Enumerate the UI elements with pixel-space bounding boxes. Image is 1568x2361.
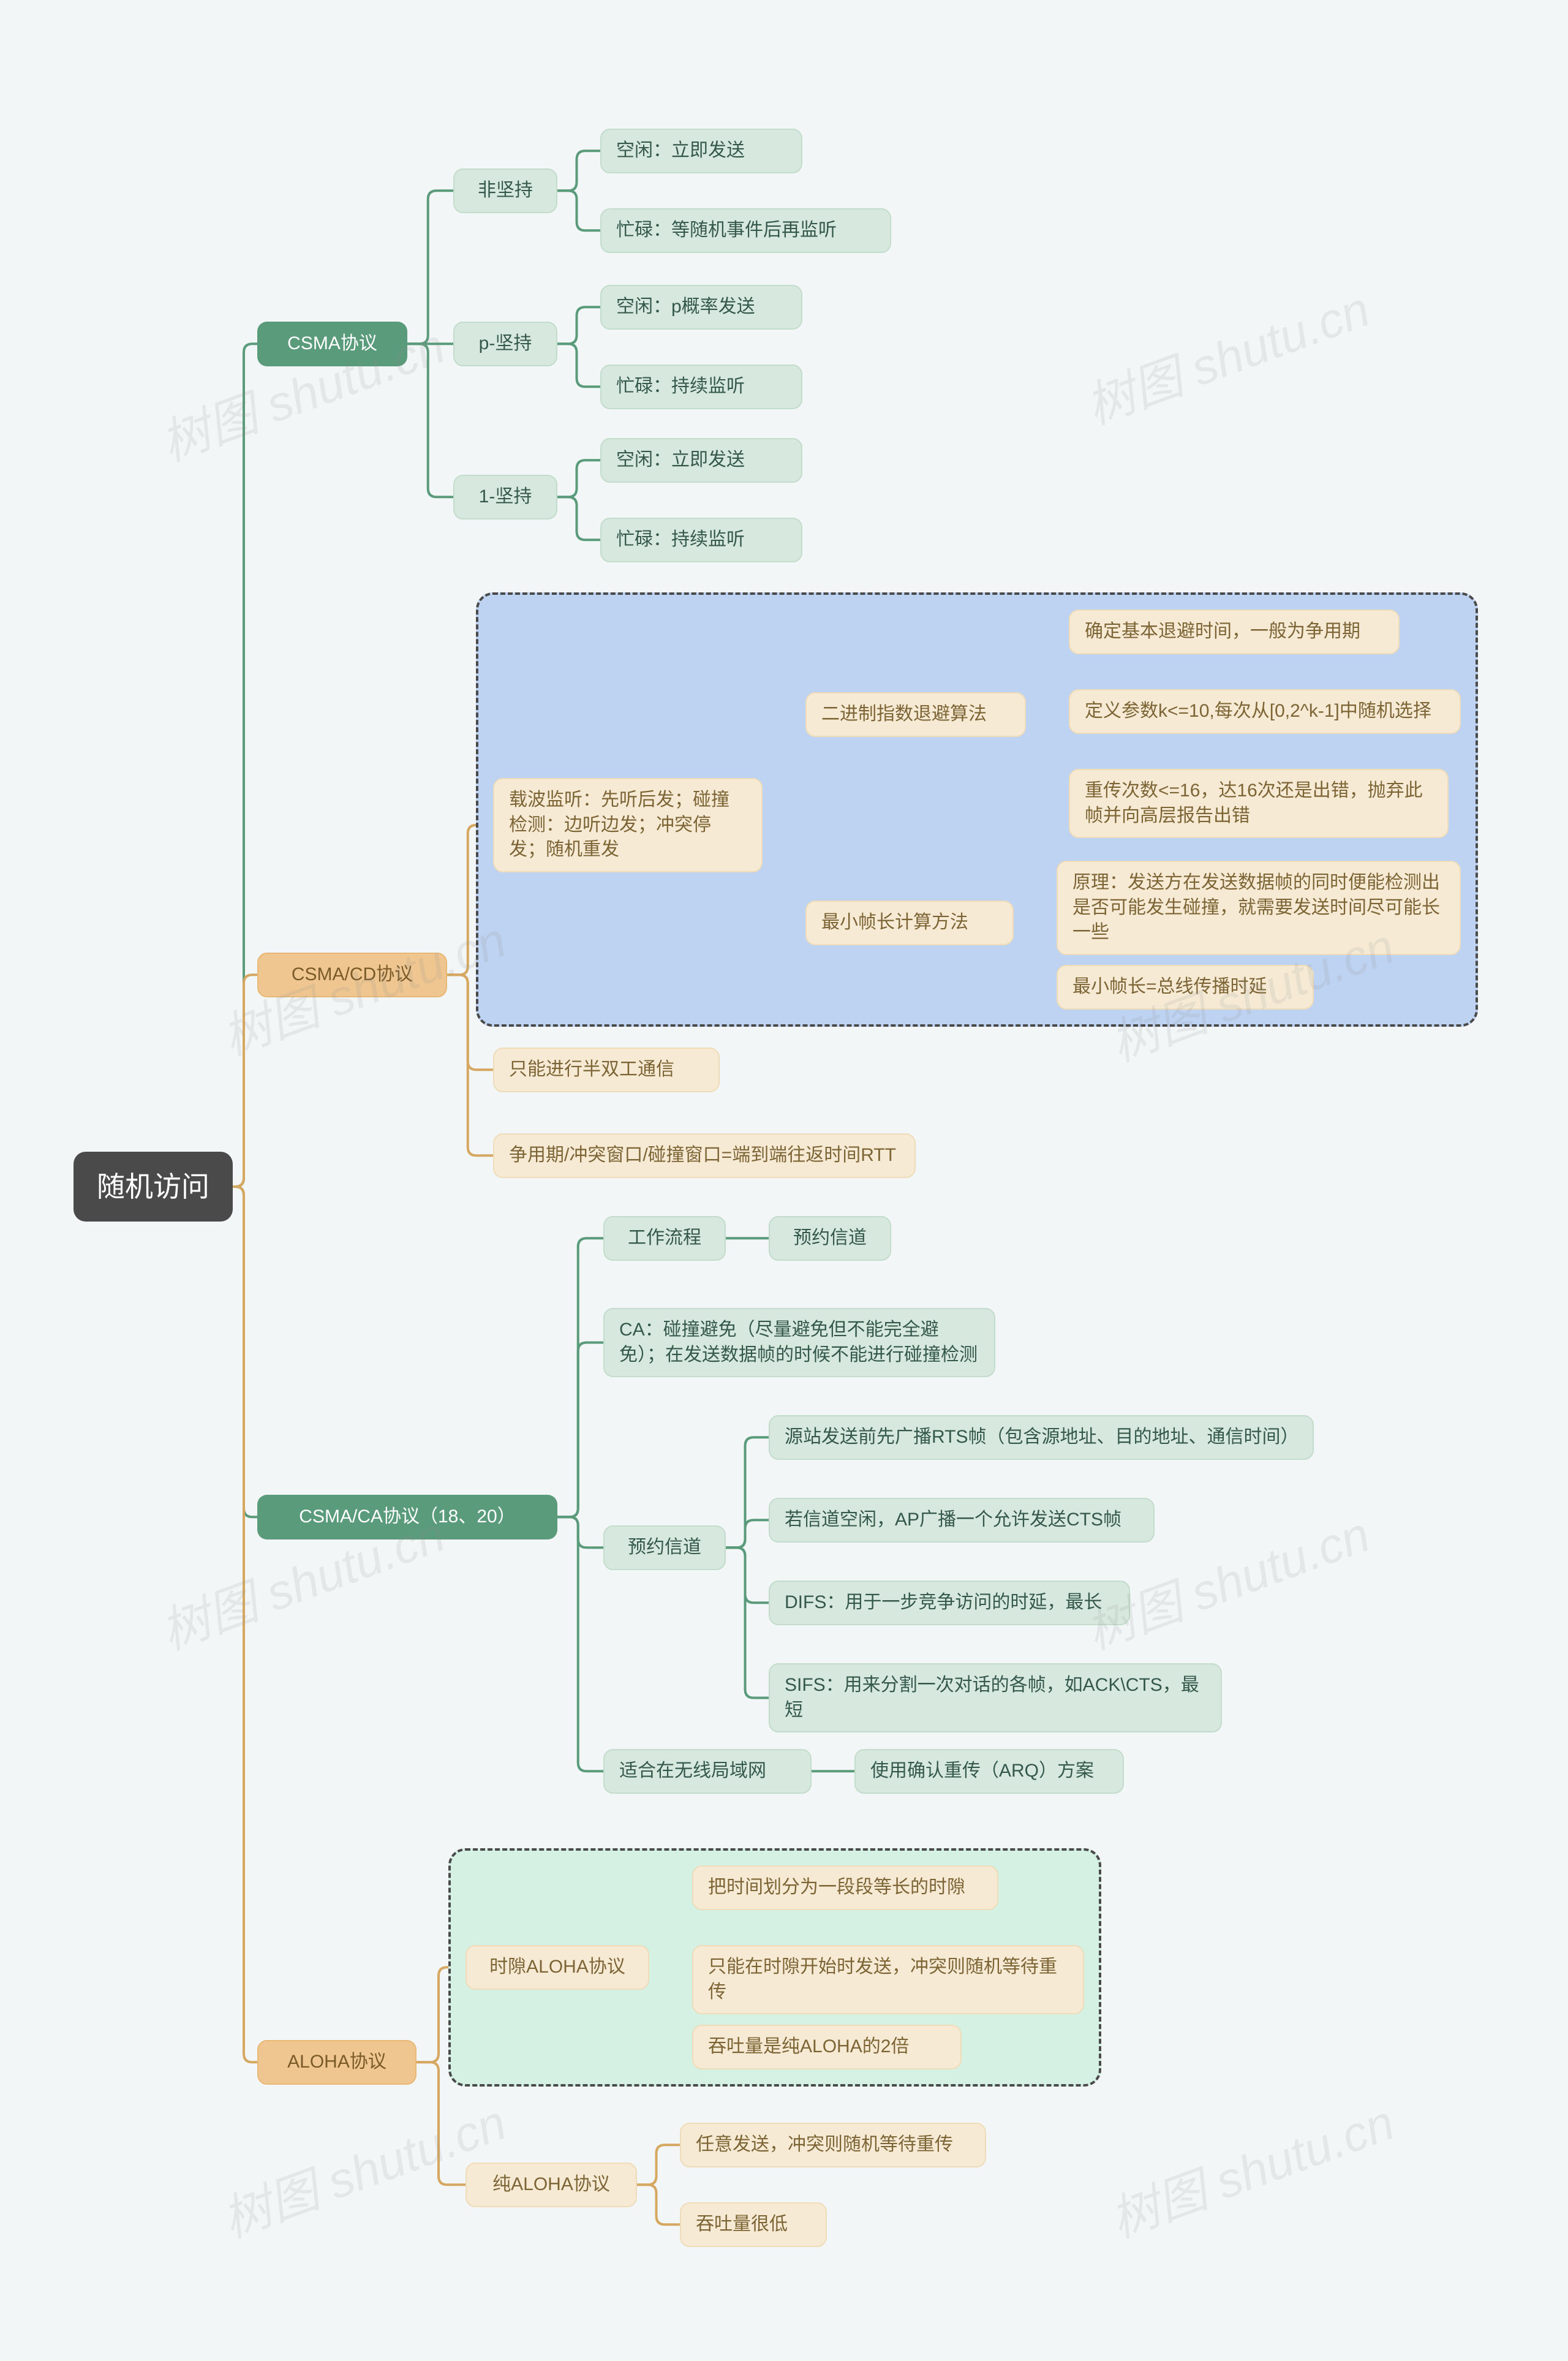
leaf-ca-flow-reserve: 预约信道	[769, 1216, 891, 1261]
leaf-aloha-slot-thru: 吞吐量是纯ALOHA的2倍	[692, 2025, 962, 2069]
leaf-cd-backoff-base: 确定基本退避时间，一般为争用期	[1069, 610, 1400, 654]
root-node: 随机访问	[74, 1152, 233, 1222]
branch-csma-ca: CSMA/CA协议（18、20）	[257, 1495, 557, 1539]
leaf-csma-pp-idle: 空闲：p概率发送	[600, 285, 802, 330]
node-cd-backoff: 二进制指数退避算法	[805, 692, 1026, 737]
leaf-ca-rts: 源站发送前先广播RTS帧（包含源地址、目的地址、通信时间）	[769, 1415, 1314, 1460]
node-cd-listen: 载波监听：先听后发；碰撞检测：边听边发；冲突停发；随机重发	[493, 778, 763, 872]
node-csma-1persist: 1-坚持	[453, 475, 557, 519]
leaf-csma-pp-busy: 忙碌：持续监听	[600, 365, 802, 409]
branch-csma-cd: CSMA/CD协议	[257, 953, 447, 997]
leaf-ca-cts: 若信道空闲，AP广播一个允许发送CTS帧	[769, 1498, 1155, 1543]
leaf-cd-minframe-formula: 最小帧长=总线传播时延	[1057, 965, 1314, 1010]
leaf-cd-halfduplex: 只能进行半双工通信	[493, 1048, 720, 1092]
leaf-aloha-slot-send: 只能在时隙开始时发送，冲突则随机等待重传	[692, 1945, 1084, 2014]
leaf-aloha-pure-send: 任意发送，冲突则随机等待重传	[680, 2123, 986, 2167]
leaf-ca-arq: 使用确认重传（ARQ）方案	[854, 1749, 1124, 1794]
branch-aloha: ALOHA协议	[257, 2040, 417, 2085]
leaf-cd-rtt: 争用期/冲突窗口/碰撞窗口=端到端往返时间RTT	[493, 1133, 916, 1178]
node-aloha-slotted: 时隙ALOHA协议	[466, 1945, 649, 1990]
leaf-csma-np-busy: 忙碌：等随机事件后再监听	[600, 208, 891, 253]
leaf-aloha-slot-divide: 把时间划分为一段段等长的时隙	[692, 1865, 998, 1910]
node-cd-minframe: 最小帧长计算方法	[805, 901, 1014, 945]
node-ca-reserve: 预约信道	[603, 1525, 726, 1570]
node-csma-nonpersist: 非坚持	[453, 168, 557, 213]
node-ca-wlan: 适合在无线局域网	[603, 1749, 812, 1794]
leaf-ca-sifs: SIFS：用来分割一次对话的各帧，如ACK\CTS，最短	[769, 1663, 1222, 1732]
leaf-ca-difs: DIFS：用于一步竞争访问的时延，最长	[769, 1581, 1130, 1625]
leaf-csma-np-idle: 空闲：立即发送	[600, 129, 802, 173]
node-aloha-pure: 纯ALOHA协议	[466, 2163, 637, 2207]
branch-csma: CSMA协议	[257, 322, 407, 366]
node-csma-ppersist: p-坚持	[453, 322, 557, 366]
leaf-cd-backoff-16: 重传次数<=16，达16次还是出错，抛弃此帧并向高层报告出错	[1069, 769, 1449, 838]
leaf-cd-minframe-principle: 原理：发送方在发送数据帧的同时便能检测出是否可能发生碰撞，就需要发送时间尽可能长…	[1057, 861, 1461, 955]
leaf-aloha-pure-thru: 吞吐量很低	[680, 2202, 827, 2247]
leaf-ca-ca-explain: CA：碰撞避免（尽量避免但不能完全避免）；在发送数据帧的时候不能进行碰撞检测	[603, 1308, 995, 1377]
node-ca-flow: 工作流程	[603, 1216, 726, 1261]
leaf-csma-1p-idle: 空闲：立即发送	[600, 438, 802, 483]
leaf-csma-1p-busy: 忙碌：持续监听	[600, 518, 802, 562]
leaf-cd-backoff-k: 定义参数k<=10,每次从[0,2^k-1]中随机选择	[1069, 689, 1461, 734]
